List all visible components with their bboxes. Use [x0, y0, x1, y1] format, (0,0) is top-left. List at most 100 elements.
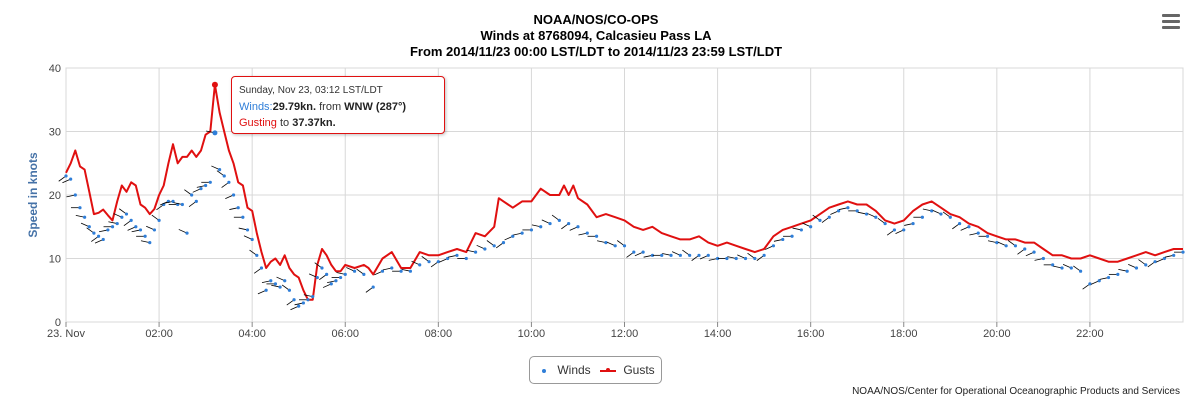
y-tick-label: 20 [49, 190, 61, 202]
winds-point [236, 206, 240, 210]
winds-point [660, 253, 664, 257]
winds-point [650, 253, 655, 257]
winds-point [64, 174, 68, 178]
winds-point [408, 269, 413, 273]
winds-point [110, 225, 115, 229]
winds-point [362, 272, 366, 276]
winds-point [762, 253, 766, 257]
winds-point [427, 260, 431, 264]
tooltip-gust-to: to [279, 117, 290, 129]
winds-point [245, 228, 250, 232]
winds-point [283, 279, 287, 283]
winds-point [846, 206, 850, 210]
winds-point [208, 180, 212, 184]
x-tick-label: 16:00 [797, 328, 825, 340]
winds-point [939, 212, 943, 216]
winds-point [492, 244, 496, 248]
chart-title-block: NOAA/NOS/CO-OPS Winds at 8768094, Calcas… [0, 12, 1192, 60]
winds-point [255, 253, 259, 257]
winds-point [706, 253, 710, 257]
winds-point [1079, 269, 1083, 273]
winds-point [809, 225, 813, 229]
winds-point [106, 228, 110, 232]
winds-point [315, 275, 319, 280]
winds-point [1097, 279, 1101, 283]
winds-point [217, 168, 222, 172]
tooltip-winds-line: Winds:29.79kn. from WNW (287°) [239, 99, 437, 115]
tooltip-gust-label: Gusting [239, 117, 277, 129]
y-tick-label: 10 [49, 254, 61, 266]
tooltip-from-text: from [319, 101, 342, 113]
winds-point [199, 187, 203, 191]
winds-point [399, 269, 403, 273]
tooltip-direction: WNW (287°) [344, 101, 407, 113]
winds-point [464, 256, 468, 261]
winds-point [958, 221, 962, 226]
winds-point [418, 263, 422, 267]
winds-point [455, 253, 459, 257]
winds-point [1144, 263, 1148, 267]
winds-point [622, 244, 627, 248]
winds-point [334, 279, 338, 283]
winds-point [329, 282, 333, 286]
winds-point [143, 234, 147, 238]
winds-point [511, 234, 515, 238]
x-tick-label: 22:00 [1076, 328, 1104, 340]
winds-point [180, 202, 184, 207]
winds-point [250, 237, 254, 242]
tooltip-winds-label: Winds: [239, 101, 273, 113]
gusts-hover-point [211, 81, 218, 88]
winds-point [138, 228, 143, 232]
legend-gusts-label: Gusts [623, 363, 655, 377]
winds-point [1032, 250, 1036, 254]
winds-point [688, 253, 692, 257]
y-tick-label: 40 [49, 63, 61, 75]
chart-title: NOAA/NOS/CO-OPS [533, 12, 659, 27]
winds-point [473, 250, 478, 254]
winds-point [529, 228, 534, 232]
winds-point [115, 221, 119, 226]
winds-point [930, 209, 934, 213]
winds-point [1004, 244, 1008, 248]
winds-point [292, 298, 296, 302]
winds-point [259, 266, 264, 270]
winds-point [771, 244, 776, 248]
winds-point [1134, 266, 1139, 270]
winds-point [278, 285, 282, 289]
winds-point [585, 231, 589, 235]
winds-point [576, 225, 580, 229]
winds-point [231, 193, 236, 197]
winds-point [743, 256, 748, 261]
winds-point [1023, 247, 1027, 251]
winds-point [781, 237, 785, 242]
winds-point [483, 247, 487, 251]
x-tick-label: 23. Nov [47, 328, 85, 340]
gusts-series-line [65, 83, 1183, 301]
winds-point [734, 256, 738, 261]
winds-point [129, 218, 133, 222]
winds-hover-point [212, 130, 218, 136]
winds-point [222, 174, 226, 178]
winds-point [1181, 250, 1185, 254]
winds-point [613, 244, 617, 248]
winds-point [790, 234, 794, 238]
legend-item-winds[interactable]: Winds [542, 363, 591, 377]
hamburger-menu-icon[interactable] [1162, 14, 1180, 30]
winds-point [827, 215, 831, 219]
winds-point [96, 234, 101, 238]
x-tick-label: 18:00 [890, 328, 918, 340]
winds-point [241, 215, 245, 219]
winds-point [883, 221, 887, 226]
winds-point [995, 241, 999, 245]
winds-point [148, 241, 152, 245]
winds-point [269, 279, 273, 283]
chart-subtitle-station: Winds at 8768094, Calcasieu Pass LA [480, 28, 712, 43]
winds-point [520, 231, 524, 235]
winds-point [1125, 269, 1129, 273]
chart-plot-area [58, 81, 1185, 311]
x-tick-label: 20:00 [983, 328, 1011, 340]
winds-point [902, 228, 906, 232]
winds-point [715, 256, 720, 261]
legend-item-gusts[interactable]: Gusts [600, 363, 655, 377]
winds-point [1153, 260, 1157, 264]
